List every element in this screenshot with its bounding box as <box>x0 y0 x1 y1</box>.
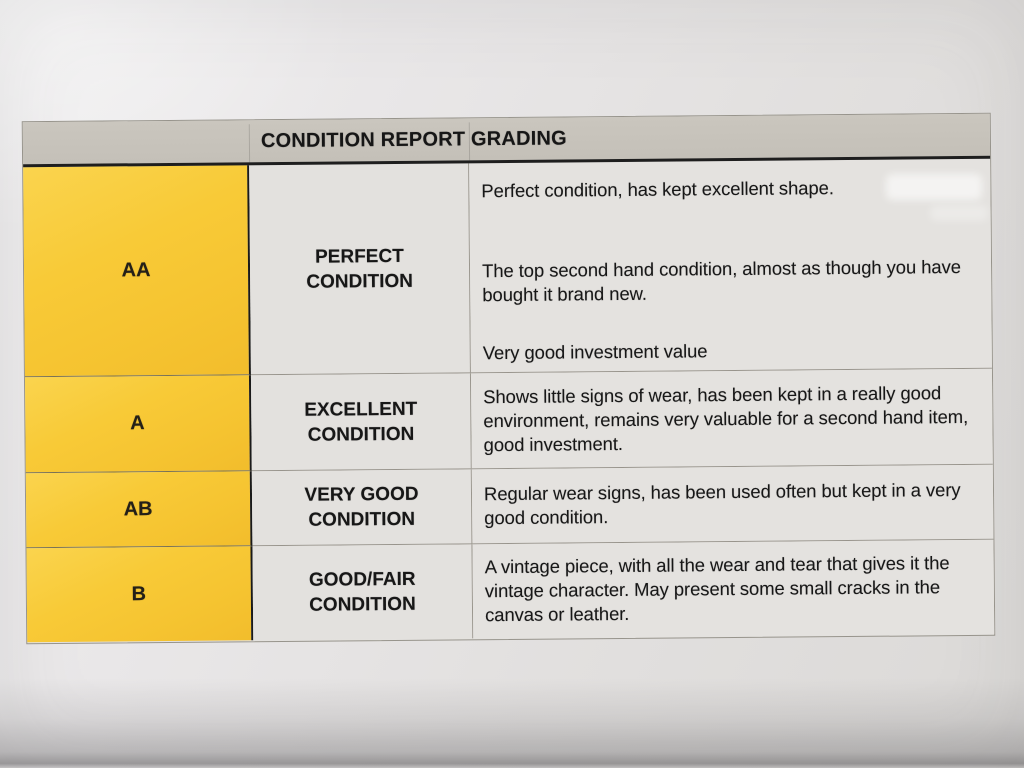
grade-code: AA <box>121 259 151 282</box>
grade-code-cell: A <box>24 375 252 474</box>
header-title-cell: CONDITION REPORT GRADING <box>249 114 990 162</box>
condition-name-cell: GOOD/FAIR CONDITION <box>252 544 474 641</box>
condition-name-cell: VERY GOOD CONDITION <box>251 469 473 547</box>
grade-row-aa: AA PERFECT CONDITION Perfect condition, … <box>23 158 992 378</box>
grade-code-cell: AA <box>23 165 251 378</box>
description-paragraph: The top second hand condition, almost as… <box>481 256 961 306</box>
header-spacer-cell <box>23 120 249 164</box>
condition-name: GOOD/FAIR CONDITION <box>308 568 416 616</box>
condition-grading-table: CONDITION REPORT GRADING AA PERFECT COND… <box>21 112 996 645</box>
condition-name: VERY GOOD CONDITION <box>304 483 419 531</box>
photo-edge-shadow <box>0 678 1024 768</box>
condition-description-cell: A vintage piece, with all the wear and t… <box>472 539 995 639</box>
description-paragraph: Regular wear signs, has been used often … <box>483 479 961 529</box>
condition-description-cell: Shows little signs of wear, has been kep… <box>470 368 993 470</box>
grade-code: A <box>130 412 145 435</box>
description-paragraph: Very good investment value <box>482 340 708 364</box>
table-header-row: CONDITION REPORT GRADING <box>22 113 991 168</box>
description-paragraph: Shows little signs of wear, has been kep… <box>483 381 969 455</box>
condition-name-cell: EXCELLENT CONDITION <box>250 373 472 472</box>
description-paragraph: A vintage piece, with all the wear and t… <box>484 552 950 626</box>
description-paragraph: Perfect condition, has kept excellent sh… <box>481 177 834 202</box>
grade-row-a: A EXCELLENT CONDITION Shows little signs… <box>24 368 993 474</box>
condition-name-cell: PERFECT CONDITION <box>249 163 471 376</box>
grade-code-cell: AB <box>25 471 253 549</box>
grade-code: B <box>131 582 147 605</box>
condition-name: EXCELLENT CONDITION <box>304 398 418 446</box>
condition-description-cell: Perfect condition, has kept excellent sh… <box>469 158 992 374</box>
grade-code: AB <box>123 497 153 520</box>
grade-row-b: B GOOD/FAIR CONDITION A vintage piece, w… <box>26 539 995 643</box>
condition-description-cell: Regular wear signs, has been used often … <box>471 464 994 545</box>
condition-name: PERFECT CONDITION <box>306 245 414 293</box>
grade-row-ab: AB VERY GOOD CONDITION Regular wear sign… <box>25 464 994 549</box>
grade-code-cell: B <box>26 546 254 643</box>
table-title: CONDITION REPORT GRADING <box>260 126 567 152</box>
